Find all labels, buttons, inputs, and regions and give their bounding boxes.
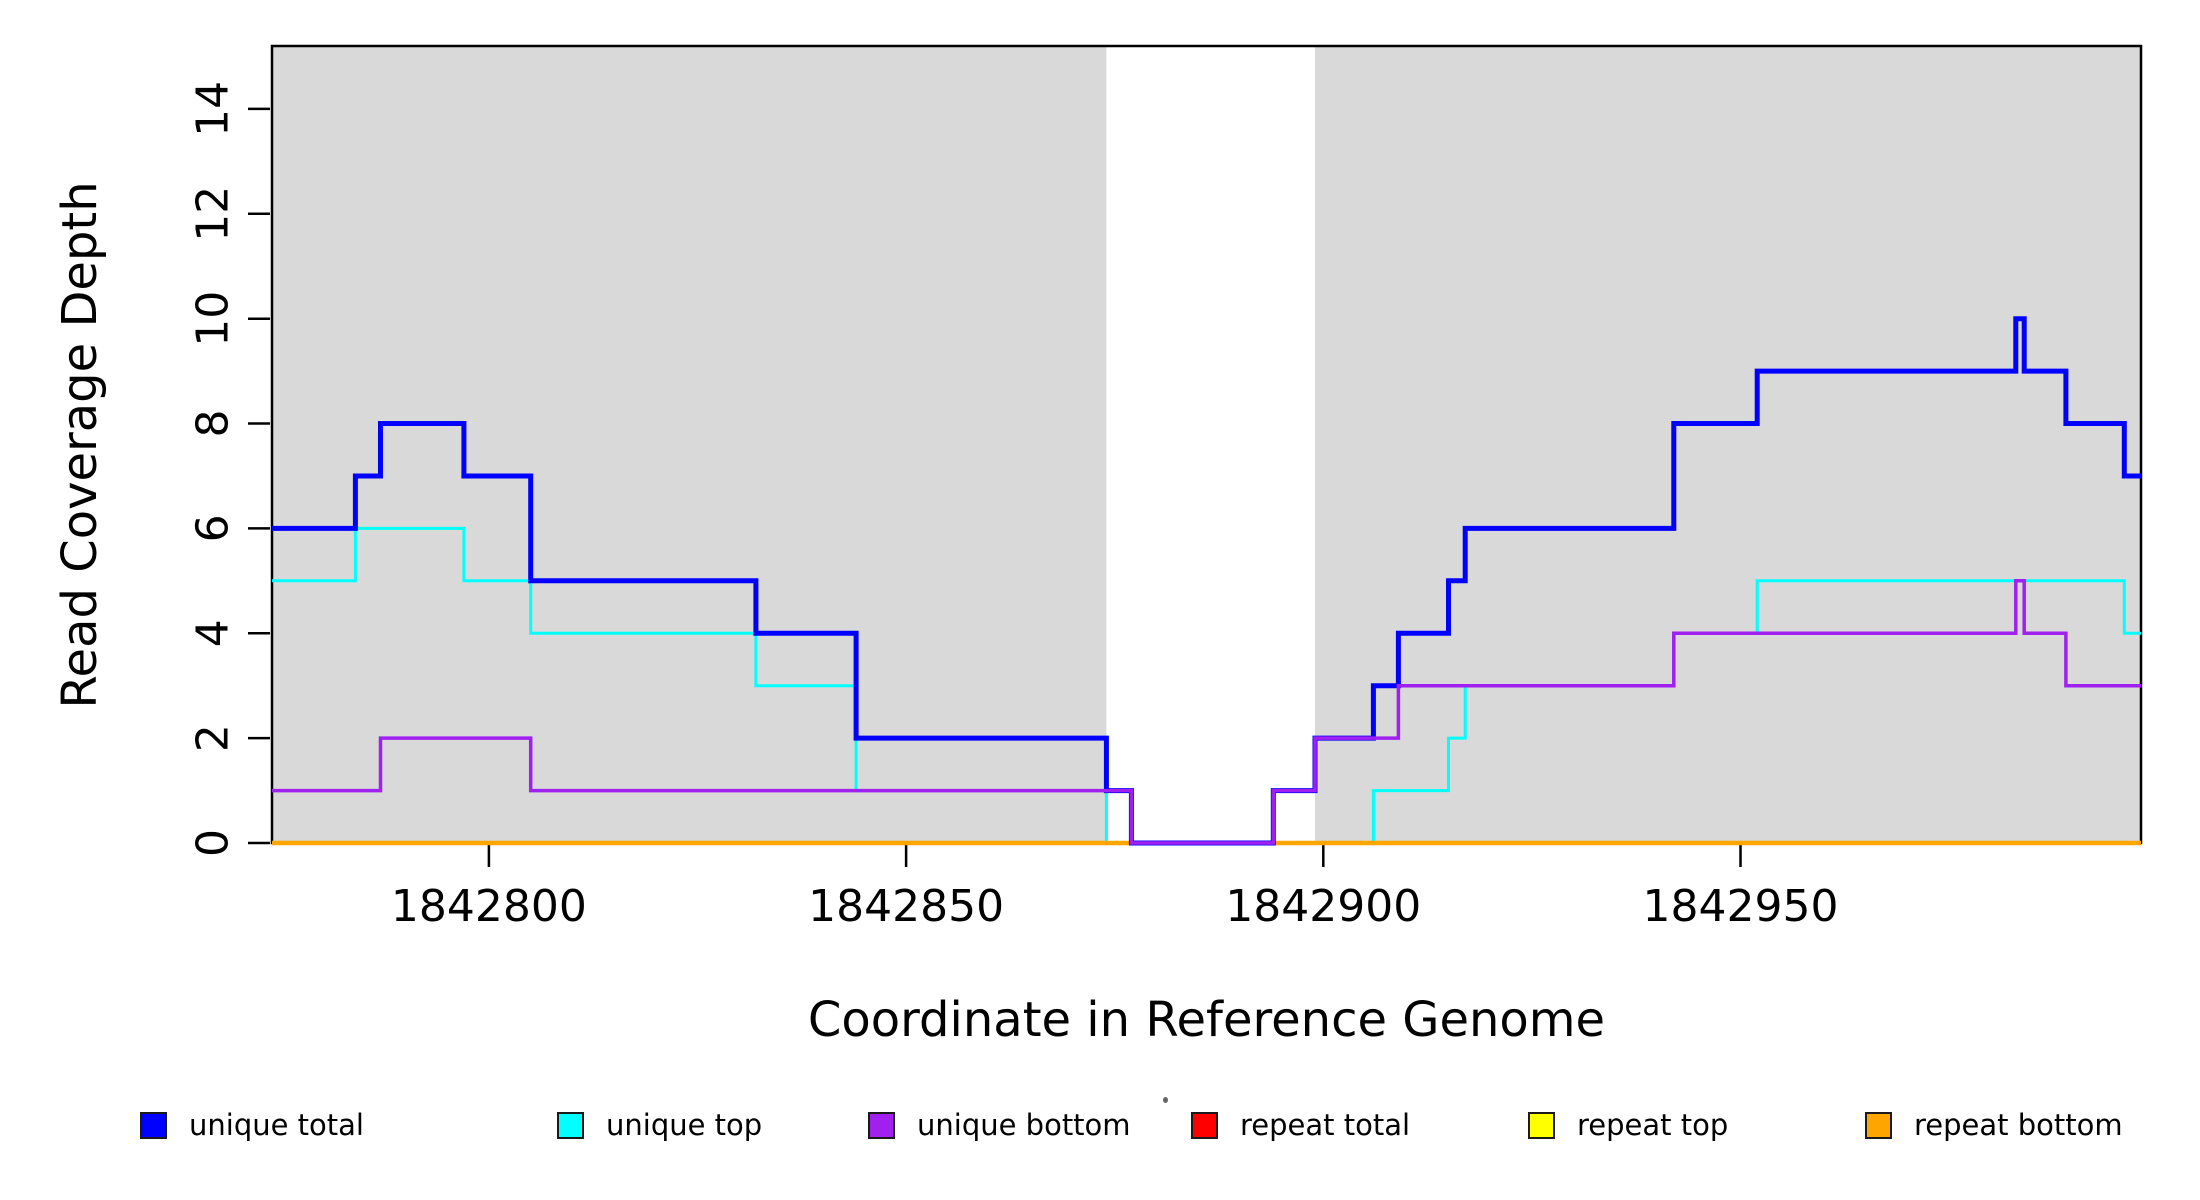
shaded-region [1315, 46, 2141, 843]
shaded-region [272, 46, 1107, 843]
legend-swatch-repeat-top [1528, 1111, 1555, 1139]
y-axis-title: Read Coverage Depth [52, 181, 108, 709]
legend-label-unique-top: unique top [606, 1108, 763, 1142]
legend-label-repeat-bottom: repeat bottom [1914, 1108, 2123, 1142]
y-tick-label: 10 [187, 291, 238, 347]
legend-item-repeat-total: repeat total [1191, 1108, 1410, 1142]
legend-item-repeat-top: repeat top [1528, 1108, 1728, 1142]
legend-artifact-dot [1163, 1097, 1168, 1103]
x-tick-label: 1842900 [1225, 881, 1421, 932]
legend-item-repeat-bottom: repeat bottom [1865, 1108, 2123, 1142]
legend-swatch-repeat-total [1191, 1111, 1218, 1139]
x-tick-label: 1842800 [391, 881, 587, 932]
legend-swatch-repeat-bottom [1865, 1111, 1892, 1139]
y-tick-label: 2 [187, 724, 238, 752]
legend-item-unique-bottom: unique bottom [868, 1108, 1131, 1142]
x-tick-label: 1842950 [1643, 881, 1839, 932]
y-tick-label: 6 [187, 514, 238, 542]
legend-item-unique-top: unique top [557, 1108, 762, 1142]
y-tick-label: 0 [187, 829, 238, 857]
legend-label-repeat-total: repeat total [1240, 1108, 1411, 1142]
legend-swatch-unique-top [557, 1111, 584, 1139]
legend-item-unique-total: unique total [140, 1108, 364, 1142]
legend-swatch-unique-bottom [868, 1111, 895, 1139]
legend-swatch-unique-total [140, 1111, 167, 1139]
y-tick-label: 14 [187, 81, 238, 137]
legend-label-unique-bottom: unique bottom [917, 1108, 1131, 1142]
step-line-unique-bottom [272, 579, 2141, 845]
legend-label-repeat-top: repeat top [1577, 1108, 1729, 1142]
x-axis-title: Coordinate in Reference Genome [807, 992, 1606, 1048]
y-tick-label: 12 [187, 186, 238, 242]
y-tick-label: 8 [187, 410, 238, 438]
legend-label-unique-total: unique total [189, 1108, 364, 1142]
x-tick-label: 1842850 [808, 881, 1004, 932]
y-tick-label: 4 [187, 619, 238, 647]
